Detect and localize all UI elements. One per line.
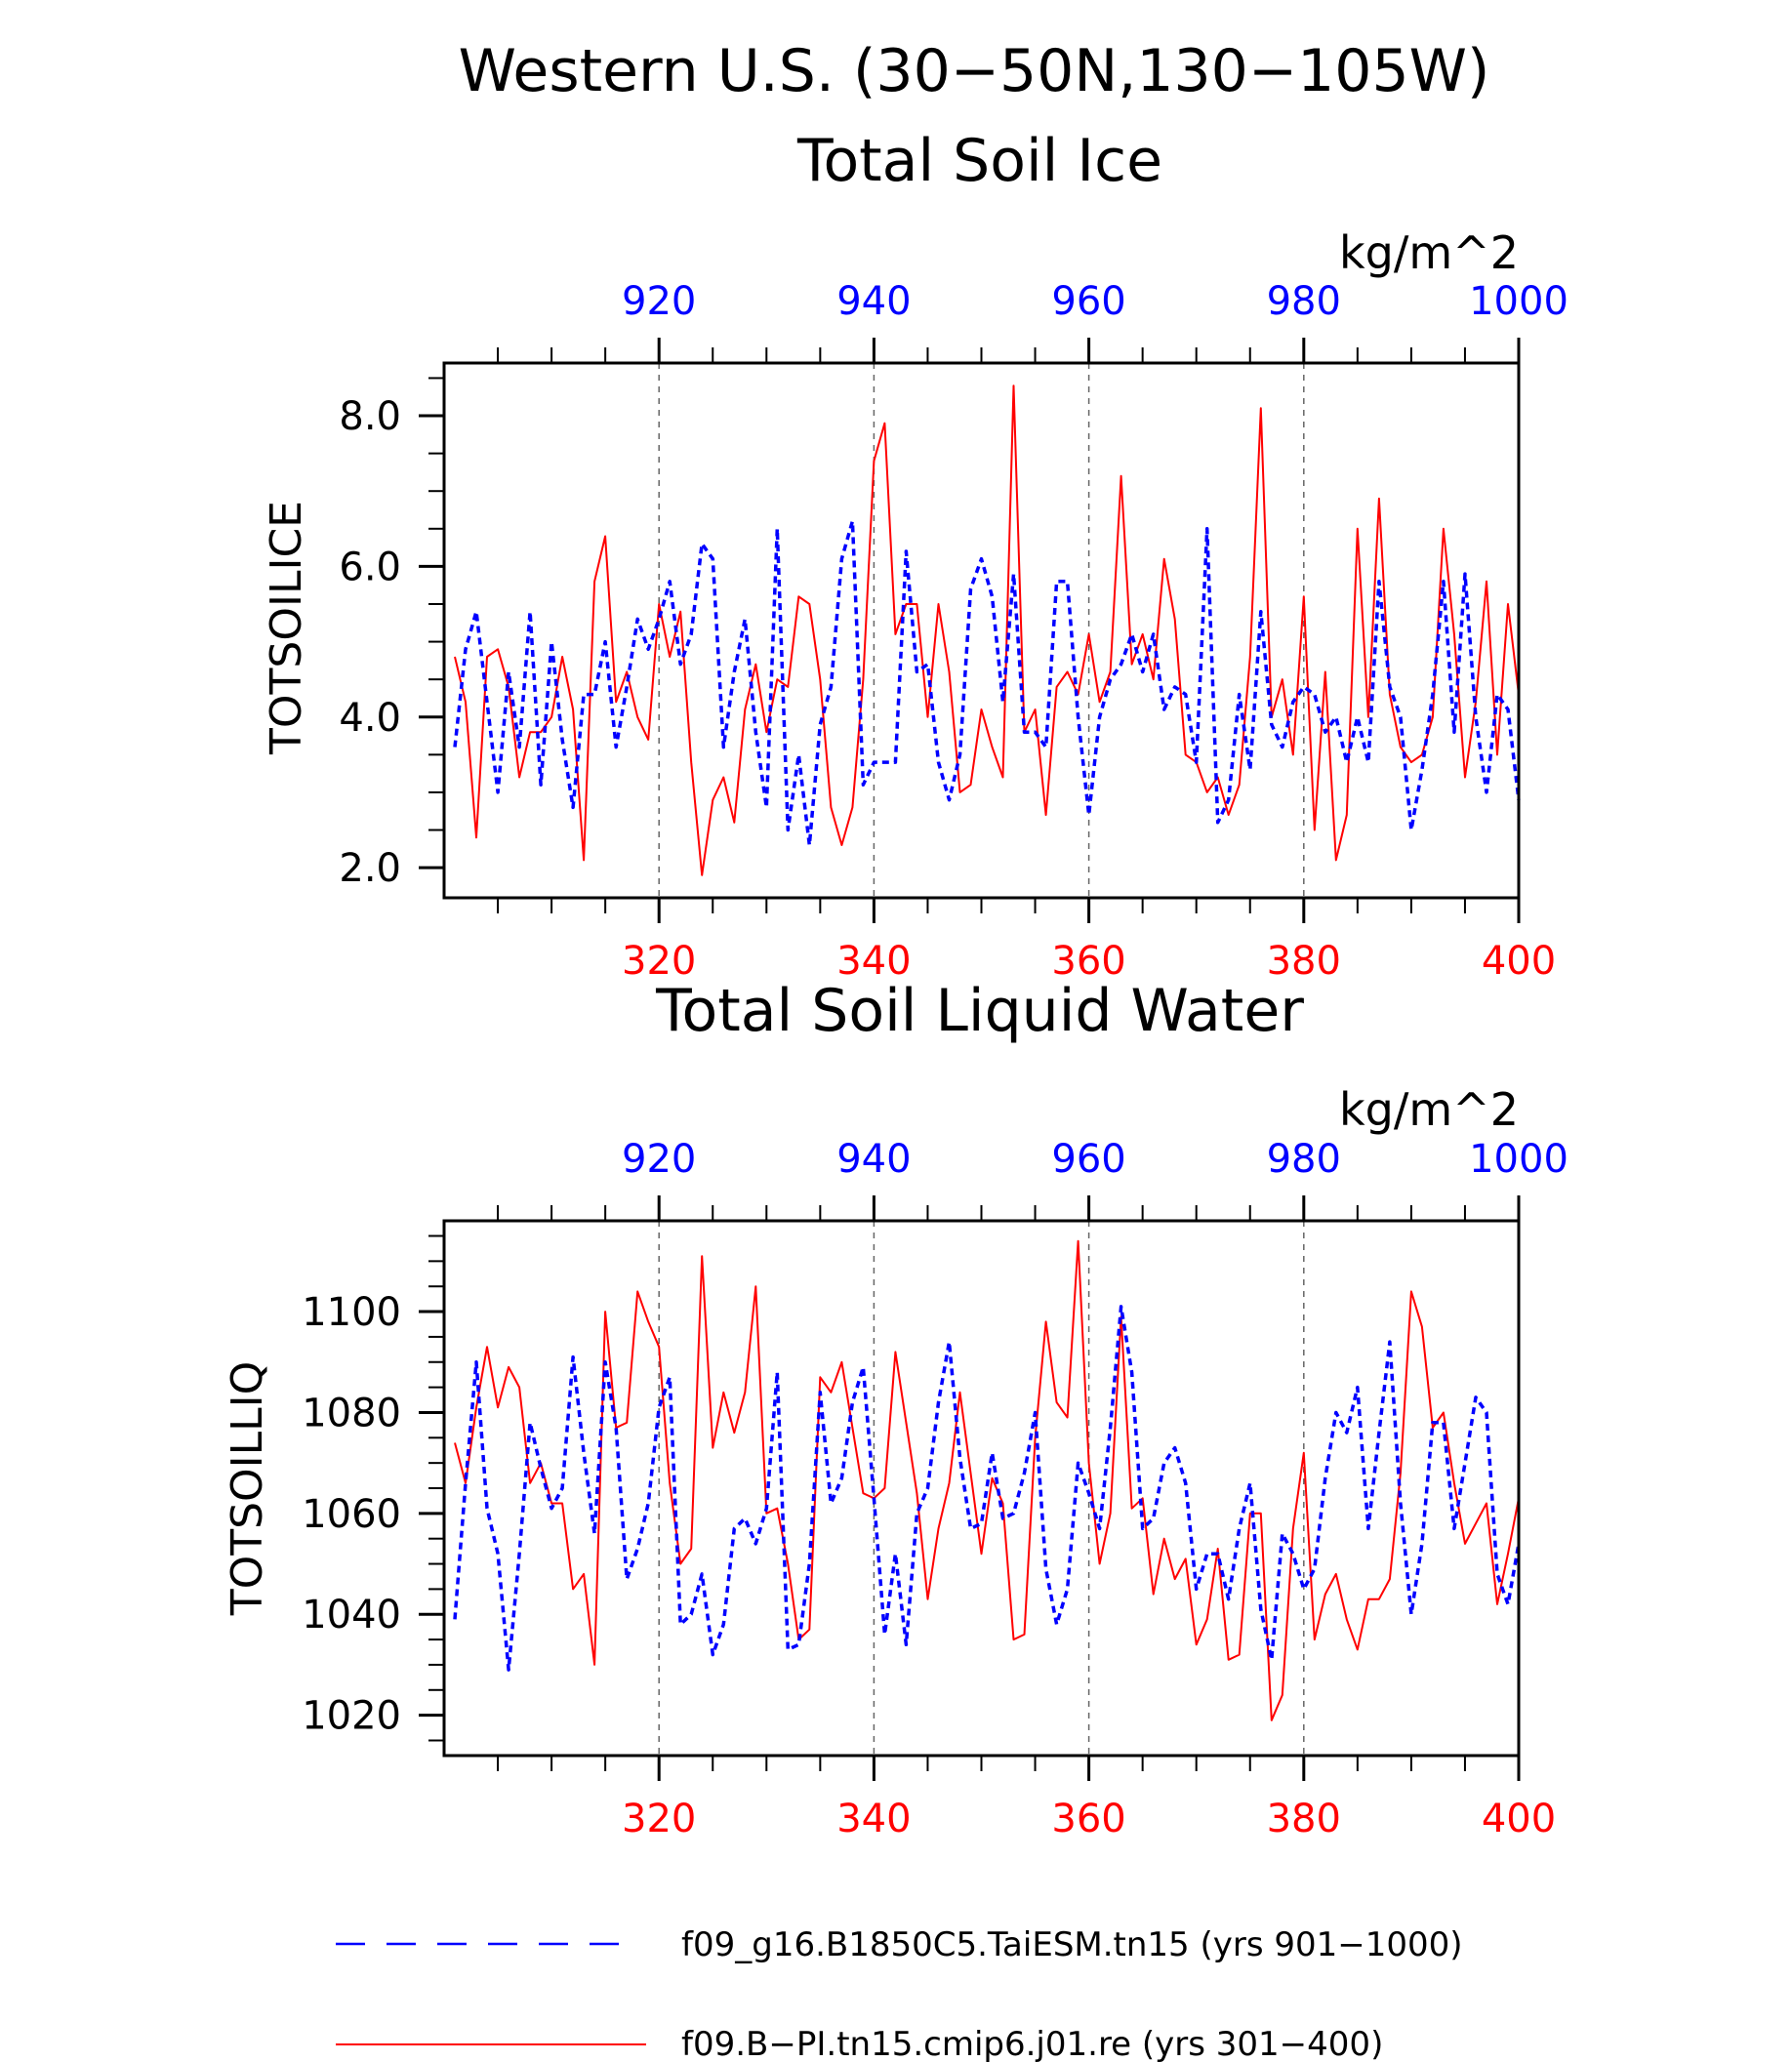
- x-tick-label-top: 940: [836, 279, 911, 324]
- series-blue: [453, 1305, 1521, 1672]
- legend-label-taiesm: f09_g16.B1850C5.TaiESM.tn15 (yrs 901−100…: [681, 1925, 1463, 1964]
- x-tick-label-top: 980: [1267, 279, 1341, 324]
- y-tick-label: 2.0: [339, 846, 401, 891]
- series-red: [454, 384, 1520, 876]
- units-label-soil-liquid-water: kg/m^2: [1339, 1083, 1519, 1136]
- x-tick-label-top: 980: [1267, 1137, 1341, 1182]
- figure-title: Western U.S. (30−50N,130−105W): [459, 37, 1490, 105]
- x-tick-label-top: 920: [622, 1137, 696, 1182]
- y-tick-label: 6.0: [339, 545, 401, 589]
- panel-title-soil-ice: Total Soil Ice: [796, 127, 1162, 195]
- legend-label-cmip6: f09.B−PI.tn15.cmip6.j01.re (yrs 301−400): [681, 2025, 1383, 2062]
- x-tick-label-top: 940: [836, 1137, 911, 1182]
- x-tick-label-top: 1000: [1469, 279, 1568, 324]
- y-tick-label: 1080: [302, 1391, 401, 1435]
- x-tick-label-bottom: 380: [1267, 1797, 1341, 1841]
- x-tick-label-bottom: 400: [1482, 939, 1556, 984]
- x-tick-label-bottom: 380: [1267, 939, 1341, 984]
- x-tick-label-top: 960: [1051, 279, 1125, 324]
- legend: f09_g16.B1850C5.TaiESM.tn15 (yrs 901−100…: [336, 1925, 1463, 2062]
- x-tick-label-bottom: 400: [1482, 1797, 1556, 1841]
- chart-marks-soil-ice: 320 340 360 380 400 920 940 960 980 1000 2.0 4.0 6.0…: [339, 279, 1568, 984]
- series-blue: [453, 519, 1521, 847]
- panel-soil-ice: Total Soil Ice kg/m^2 TOTSOILICE 320 340 3…: [262, 127, 1568, 984]
- y-tick-label: 1020: [302, 1694, 401, 1739]
- chart-marks-soil-liquid-water: 320 340 360 380 400 920 940 960 980 1000 1020 1040 1…: [302, 1137, 1568, 1841]
- x-tick-label-bottom: 320: [622, 1797, 696, 1841]
- x-tick-label-bottom: 340: [836, 939, 911, 984]
- plot-frame: [442, 1219, 1521, 1758]
- x-tick-label-bottom: 340: [836, 1797, 911, 1841]
- y-axis-label-soil-ice: TOTSOILICE: [262, 501, 311, 755]
- y-tick-label: 1100: [302, 1290, 401, 1335]
- x-tick-label-bottom: 360: [1051, 1797, 1125, 1841]
- y-axis-label-soil-liquid-water: TOTSOILLIQ: [223, 1361, 272, 1617]
- panel-soil-liquid-water: Total Soil Liquid Water kg/m^2 TOTSOILLI…: [223, 977, 1568, 1841]
- x-tick-label-bottom: 320: [622, 939, 696, 984]
- x-tick-label-top: 920: [622, 279, 696, 324]
- series-red: [454, 1239, 1520, 1721]
- plot-frame: [442, 361, 1521, 900]
- units-label-soil-ice: kg/m^2: [1339, 226, 1519, 279]
- y-tick-label: 1040: [302, 1593, 401, 1637]
- x-tick-label-top: 1000: [1469, 1137, 1568, 1182]
- x-tick-label-bottom: 360: [1051, 939, 1125, 984]
- y-tick-label: 1060: [302, 1492, 401, 1537]
- y-tick-label: 4.0: [339, 696, 401, 741]
- panel-title-soil-liquid-water: Total Soil Liquid Water: [655, 977, 1304, 1045]
- y-tick-label: 8.0: [339, 394, 401, 439]
- x-tick-label-top: 960: [1051, 1137, 1125, 1182]
